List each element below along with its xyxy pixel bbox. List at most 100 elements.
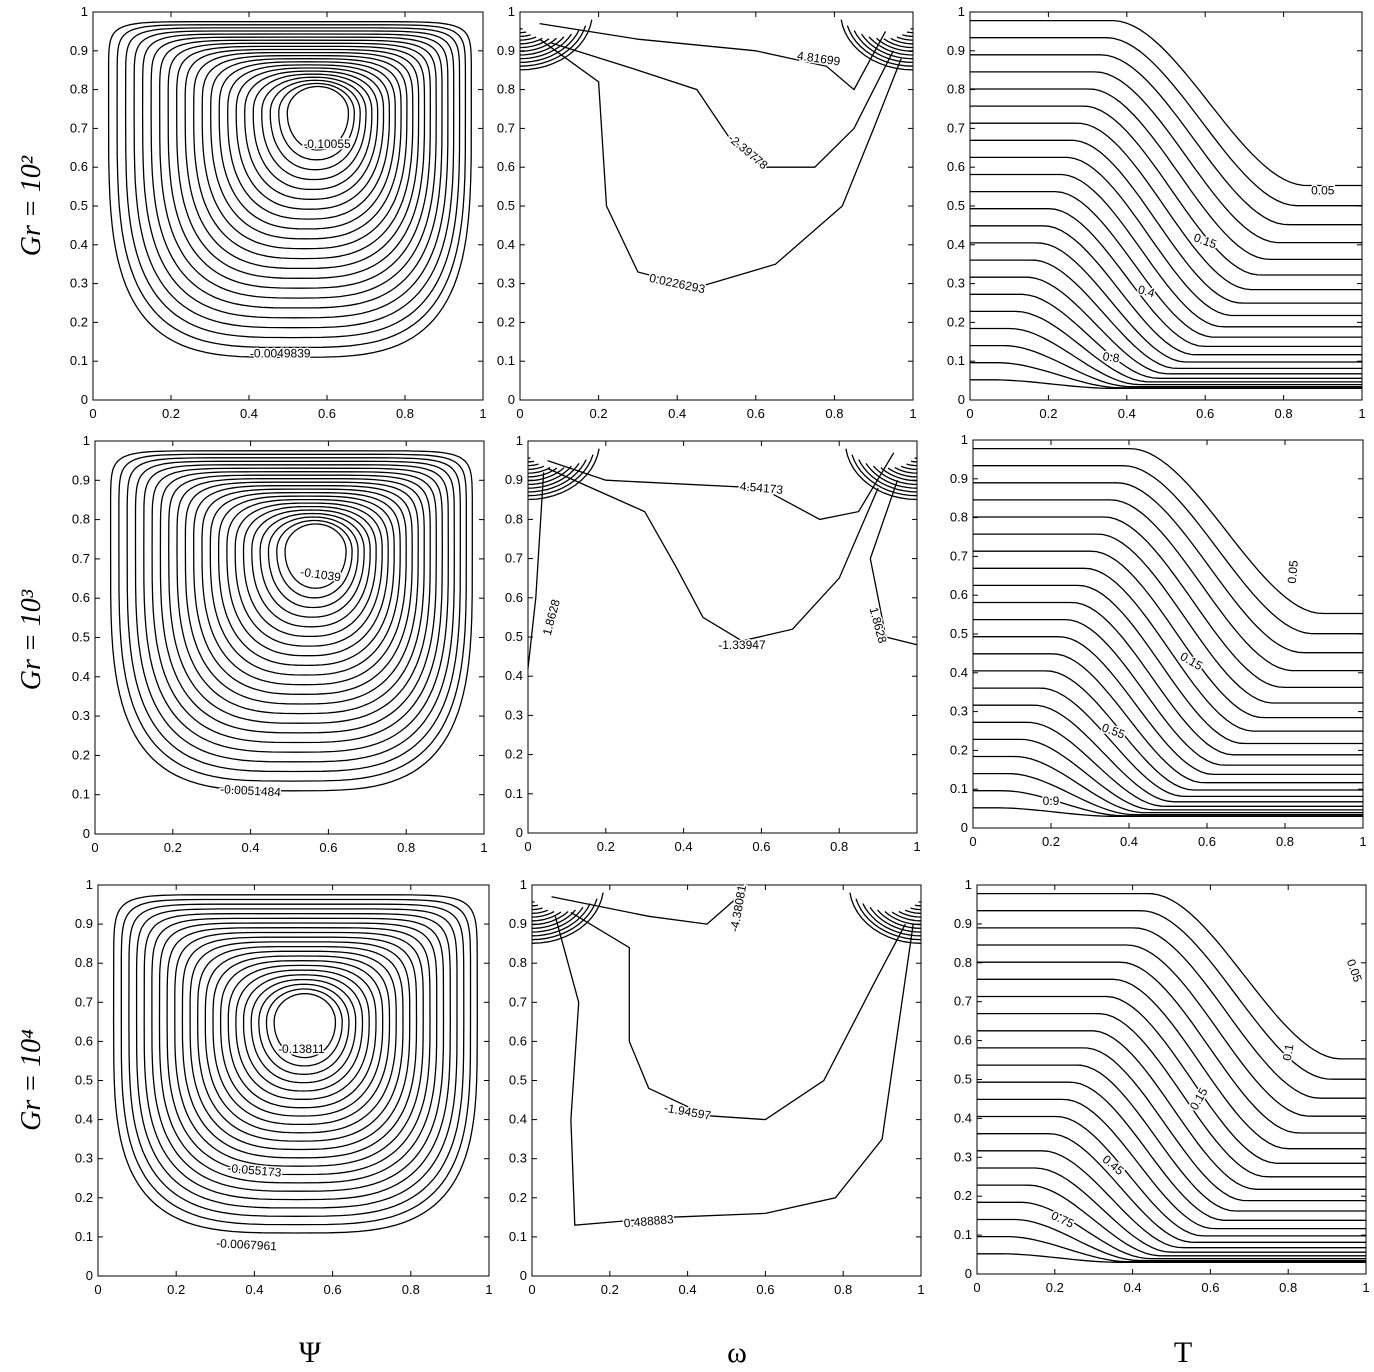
contour-line: [910, 460, 917, 463]
y-tick-label: 0.7: [947, 120, 965, 135]
contour-line: [174, 931, 424, 1167]
x-tick-label: 0.4: [668, 406, 686, 421]
contour-line: [218, 61, 396, 230]
contour-line: [527, 448, 600, 501]
contour-line: [531, 910, 555, 918]
contour-line: [527, 465, 572, 486]
y-tick-label: 0: [516, 825, 523, 840]
y-tick-label: 0.2: [72, 747, 90, 762]
x-tick-label: 1: [909, 406, 916, 421]
contour-line: [184, 48, 420, 270]
contour-line: [973, 465, 1363, 635]
contour-line: [278, 82, 355, 161]
x-tick-label: 0.8: [830, 839, 848, 854]
panel: 0 0.2 0.4 0.6 0.8 1 0 0.1 0.2 0.3 0.4 0.5 0.6 0.7 0.8 0…: [509, 877, 925, 1297]
contour-line: [528, 463, 539, 467]
contour-line: [226, 498, 389, 657]
y-tick-label: 1: [516, 433, 523, 448]
contour-line: [244, 70, 379, 200]
x-tick-label: 1: [913, 839, 920, 854]
y-tick-label: 0.2: [950, 742, 968, 757]
contour-line: [520, 31, 527, 34]
y-tick-label: 0.6: [947, 159, 965, 174]
contour-line: [855, 898, 922, 941]
contour-line: [896, 36, 913, 41]
x-tick-label: 0.2: [167, 1282, 185, 1297]
contour-line: [977, 1115, 1366, 1237]
x-tick-label: 0.2: [1042, 834, 1060, 849]
contour-line: [168, 474, 431, 724]
contour-line: [873, 465, 918, 486]
y-tick-label: 1: [961, 432, 968, 447]
contour-line: [107, 21, 472, 358]
y-tick-label: 0.1: [497, 353, 515, 368]
panel: 0 0.2 0.4 0.6 0.8 1 0 0.1 0.2 0.3 0.4 0.5 0.6 0.7 0.8 0…: [950, 432, 1367, 849]
x-tick-label: 0: [966, 406, 973, 421]
plot-frame: [972, 439, 1364, 829]
row-label: Gr = 10⁴: [16, 1029, 47, 1131]
contour-line: [151, 917, 445, 1192]
x-tick-label: 0.6: [318, 406, 336, 421]
contour-line: [977, 1047, 1366, 1202]
contour-line: [176, 45, 426, 279]
contour-line: [977, 927, 1366, 1099]
y-tick-label: 0.6: [72, 590, 90, 605]
contour-line: [258, 983, 350, 1075]
contour-label: 0.05: [1344, 957, 1365, 984]
contour-label: 1.8628: [867, 606, 890, 645]
contour-line: [520, 36, 537, 41]
contour-line: [977, 1081, 1366, 1221]
y-tick-label: 0.8: [497, 82, 515, 97]
contour-line: [973, 704, 1363, 803]
contour-line: [973, 670, 1363, 791]
contour-line: [970, 156, 1362, 317]
y-tick-label: 0.9: [950, 471, 968, 486]
contour-label: 0.488883: [623, 1212, 674, 1230]
contour-line: [970, 344, 1362, 388]
y-tick-label: 0.7: [954, 994, 972, 1009]
contour-line: [286, 85, 350, 151]
contour-line: [242, 974, 364, 1092]
contour-line: [235, 969, 370, 1100]
contour-line: [118, 453, 467, 782]
contour-line: [219, 960, 384, 1117]
contour-line: [547, 452, 895, 521]
contour-line: [519, 36, 565, 56]
y-tick-label: 0.7: [70, 120, 88, 135]
y-tick-label: 0.5: [950, 626, 968, 641]
contour-line: [128, 903, 465, 1217]
x-tick-label: 0.6: [1196, 406, 1214, 421]
x-tick-label: 0.8: [1275, 406, 1293, 421]
contour-line: [227, 964, 377, 1109]
y-tick-label: 0.5: [505, 629, 523, 644]
contour-line: [531, 903, 591, 937]
y-tick-label: 0.1: [75, 1229, 93, 1244]
contour-line: [876, 37, 914, 52]
panel: 0 0.2 0.4 0.6 0.8 1 0 0.1 0.2 0.3 0.4 0.5 0.6 0.7 0.8 0…: [497, 4, 917, 421]
x-tick-label: 0.8: [396, 406, 414, 421]
contour-line: [840, 19, 914, 71]
y-tick-label: 0.4: [75, 1112, 93, 1127]
x-tick-label: 0.6: [747, 406, 765, 421]
contour-line: [167, 42, 431, 289]
y-tick-label: 0: [81, 392, 88, 407]
contour-line: [973, 482, 1363, 654]
contour-line: [519, 37, 557, 52]
contour-line: [973, 807, 1363, 817]
y-tick-label: 0.5: [954, 1072, 972, 1087]
contour-line: [519, 19, 593, 71]
y-tick-label: 0.6: [70, 159, 88, 174]
y-tick-label: 1: [958, 4, 965, 19]
y-tick-label: 0.3: [509, 1151, 527, 1166]
contour-line: [252, 73, 373, 191]
contour-line: [977, 1201, 1366, 1260]
x-tick-label: 0.8: [834, 1282, 852, 1297]
contour-line: [973, 567, 1363, 732]
contour-label: 0.05: [1311, 183, 1335, 197]
contour-line: [539, 22, 887, 91]
contour-line: [970, 379, 1362, 389]
x-tick-label: 0.6: [752, 839, 770, 854]
contour-line: [531, 906, 584, 933]
